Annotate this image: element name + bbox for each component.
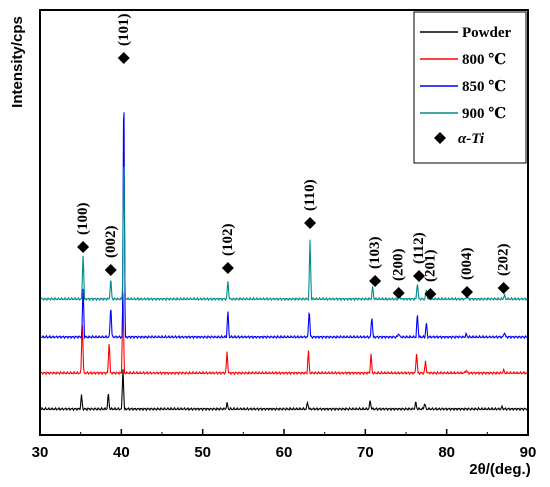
legend: Powder 800 ℃ 850 ℃ 900 ℃ α-Ti xyxy=(413,11,527,164)
peak-label: (200) xyxy=(391,249,407,282)
peak-label: (110) xyxy=(302,179,318,211)
peak-label: (100) xyxy=(75,203,91,236)
peak-diamond-icon xyxy=(424,288,437,300)
peak-label: (002) xyxy=(103,226,119,259)
peak-diamond-icon xyxy=(497,282,510,294)
series-line xyxy=(40,166,528,302)
x-axis-ticks: 30 40 50 60 70 80 90 xyxy=(32,429,537,461)
peak-label: (101) xyxy=(116,14,132,47)
legend-label: Powder xyxy=(462,25,511,41)
series-line xyxy=(40,369,528,412)
peak-diamond-icon xyxy=(221,262,234,274)
series-line xyxy=(40,112,528,340)
x-tick-label: 60 xyxy=(276,444,293,461)
peak-diamond-icon xyxy=(413,270,426,282)
x-tick-label: 40 xyxy=(113,444,130,461)
legend-diamond-icon xyxy=(434,132,446,144)
series-line xyxy=(40,292,528,376)
peak-diamond-icon xyxy=(461,286,473,298)
peak-label: (102) xyxy=(220,224,236,257)
x-tick-label: 80 xyxy=(438,444,455,461)
legend-alpha-ti-label: α-Ti xyxy=(458,131,485,147)
legend-label: 900 ℃ xyxy=(462,106,506,122)
x-tick-label: 30 xyxy=(32,444,49,461)
peak-annotations: (100) (002) (101) (102) (110) (103) (200)(112)… xyxy=(75,14,512,300)
peak-label: (112) xyxy=(411,232,427,264)
peak-label: (201) xyxy=(422,250,438,283)
x-tick-label: 50 xyxy=(194,444,211,461)
peak-diamond-icon xyxy=(117,52,130,64)
series-curves xyxy=(40,112,528,412)
legend-items: Powder 800 ℃ 850 ℃ 900 ℃ xyxy=(420,25,511,122)
legend-box xyxy=(413,11,527,164)
legend-label: 850 ℃ xyxy=(462,79,506,95)
peak-label: (004) xyxy=(459,248,475,281)
peak-label: (202) xyxy=(496,244,512,276)
legend-label: 800 ℃ xyxy=(462,52,506,68)
y-axis-title: Intensity/cps xyxy=(9,16,26,108)
peak-diamond-icon xyxy=(77,241,90,253)
x-axis-title: 2θ/(deg.) xyxy=(469,461,530,478)
x-tick-label: 90 xyxy=(520,444,537,461)
peak-diamond-icon xyxy=(104,264,117,276)
peak-diamond-icon xyxy=(369,275,382,287)
peak-diamond-icon xyxy=(392,287,405,299)
x-tick-label: 70 xyxy=(357,444,374,461)
peak-diamond-icon xyxy=(304,217,317,229)
peak-label: (103) xyxy=(367,237,383,270)
